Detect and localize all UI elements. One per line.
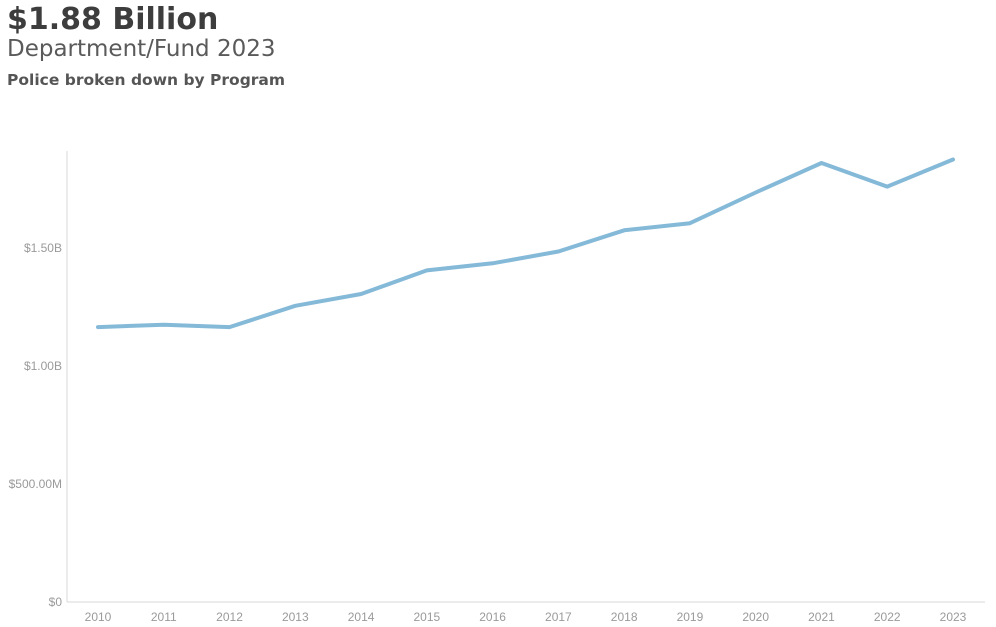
data-point[interactable]: 2012: [224, 321, 236, 333]
x-tick-label: 2022: [874, 610, 901, 624]
data-point[interactable]: 2017: [552, 246, 564, 258]
data-point[interactable]: 2021: [815, 157, 827, 169]
data-point[interactable]: 2020: [750, 187, 762, 199]
x-tick-label: 2015: [413, 610, 440, 624]
breakdown-label: Police broken down by Program: [7, 71, 286, 89]
total-amount: $1.88 Billion: [7, 2, 219, 37]
x-tick-label: 2010: [85, 610, 112, 624]
x-axis-ticks: 2010 2011 2012 2013 2014 2015 2016 2017 2018 2019…: [85, 610, 967, 624]
data-point[interactable]: 2019: [684, 217, 696, 229]
data-point[interactable]: 2011: [158, 319, 170, 331]
data-point[interactable]: 2018: [618, 224, 630, 236]
x-tick-label: 2011: [151, 610, 177, 624]
x-tick-label: 2014: [348, 610, 375, 624]
data-point[interactable]: 2013: [289, 300, 301, 312]
x-tick-label: 2023: [940, 610, 967, 624]
y-tick-label: $1.50B: [24, 241, 62, 255]
y-axis-ticks: $0 $500.00M $1.00B $1.50B: [9, 241, 63, 609]
chart-series: 2010 2011 2012 2013 2014 2015 2016 2017 2018 2019…: [92, 154, 959, 333]
series-line: [96, 157, 955, 330]
y-tick-label: $500.00M: [9, 477, 62, 491]
y-tick-label: $0: [49, 595, 63, 609]
x-tick-label: 2021: [808, 610, 835, 624]
data-point[interactable]: 2022: [881, 181, 893, 193]
chart-axes: [66, 151, 985, 603]
data-point[interactable]: 2023: [947, 154, 959, 166]
x-tick-label: 2013: [282, 610, 309, 624]
x-tick-label: 2019: [677, 610, 704, 624]
x-tick-label: 2012: [216, 610, 243, 624]
y-tick-label: $1.00B: [24, 359, 62, 373]
data-point[interactable]: 2015: [421, 264, 433, 276]
data-point[interactable]: 2014: [355, 288, 367, 300]
x-tick-label: 2016: [479, 610, 506, 624]
x-tick-label: 2017: [545, 610, 572, 624]
department-fund-year: Department/Fund 2023: [7, 36, 276, 62]
x-tick-label: 2020: [742, 610, 769, 624]
x-tick-label: 2018: [611, 610, 638, 624]
chart-header: $1.88 Billion Department/Fund 2023 Polic…: [7, 0, 285, 91]
data-point[interactable]: 2010: [92, 321, 104, 333]
data-point[interactable]: 2016: [487, 257, 499, 269]
